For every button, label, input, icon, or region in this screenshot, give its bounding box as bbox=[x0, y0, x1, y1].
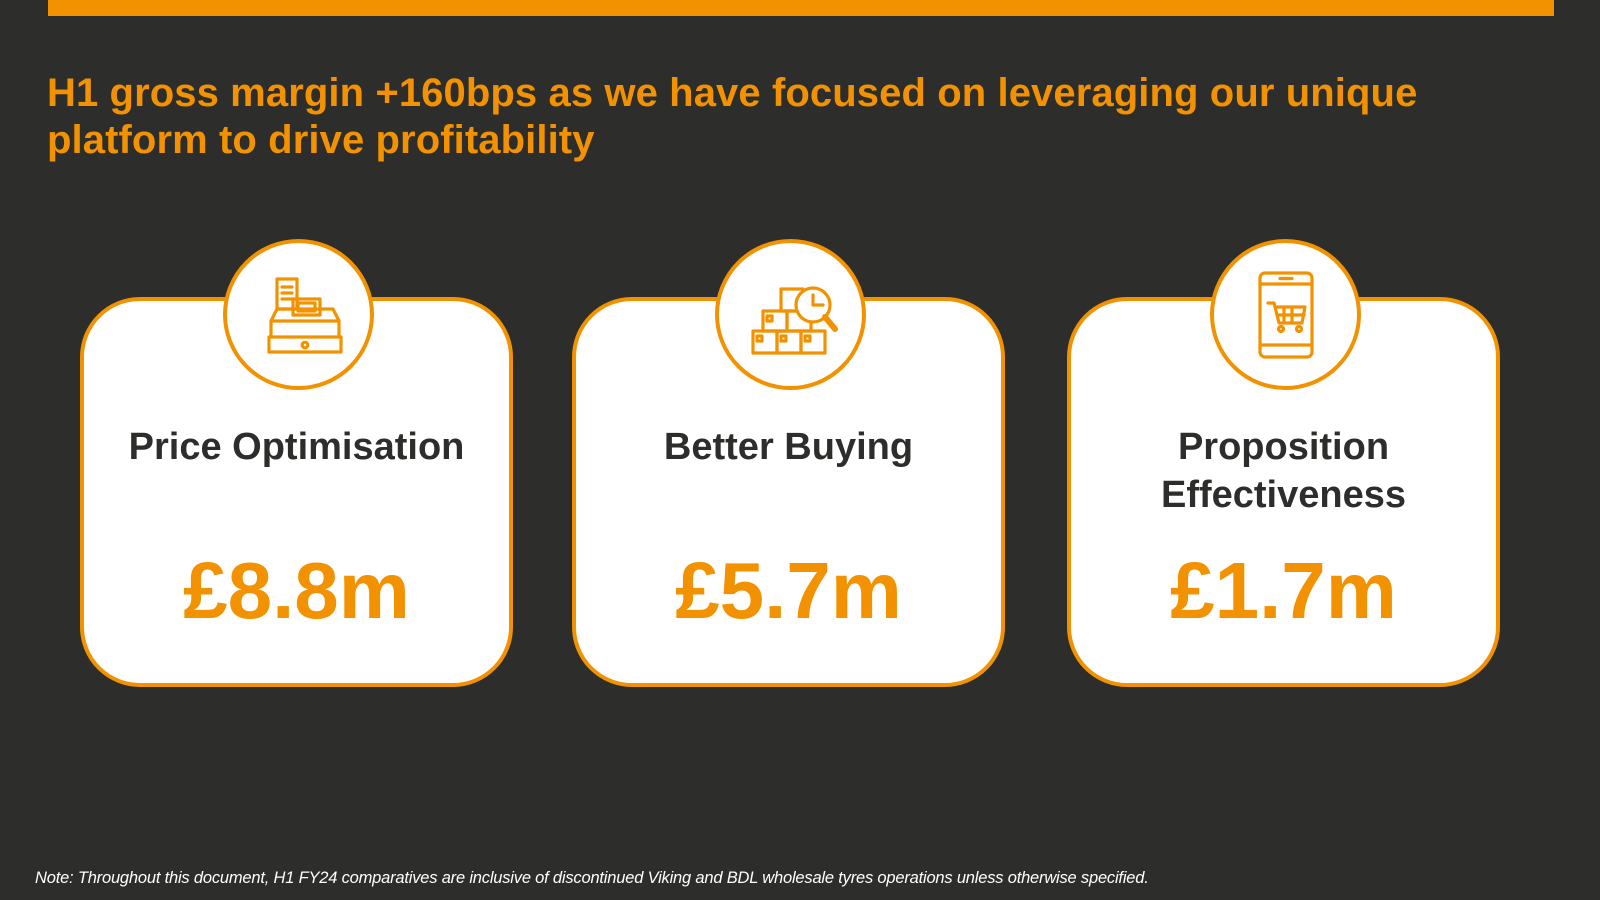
card-label: Proposition Effectiveness bbox=[1160, 426, 1406, 516]
card-label: Better Buying bbox=[663, 426, 914, 468]
footnote: Note: Throughout this document, H1 FY24 … bbox=[35, 869, 1149, 887]
icon-badge-price-optimisation bbox=[223, 239, 374, 390]
cash-register-icon bbox=[266, 276, 343, 354]
boxes-magnifier-icon bbox=[750, 285, 838, 355]
top-accent-bar bbox=[48, 0, 1554, 16]
card-value: £1.7m bbox=[1170, 546, 1397, 635]
card-label: Price Optimisation bbox=[128, 426, 465, 468]
icon-badge-better-buying bbox=[715, 239, 866, 390]
card-value: £8.8m bbox=[183, 546, 410, 635]
slide-headline: H1 gross margin +160bps as we have focus… bbox=[47, 71, 1418, 162]
mobile-shopping-cart-icon bbox=[1257, 270, 1314, 359]
card-value: £5.7m bbox=[675, 546, 902, 635]
icon-badge-proposition-effectiveness bbox=[1210, 239, 1361, 390]
